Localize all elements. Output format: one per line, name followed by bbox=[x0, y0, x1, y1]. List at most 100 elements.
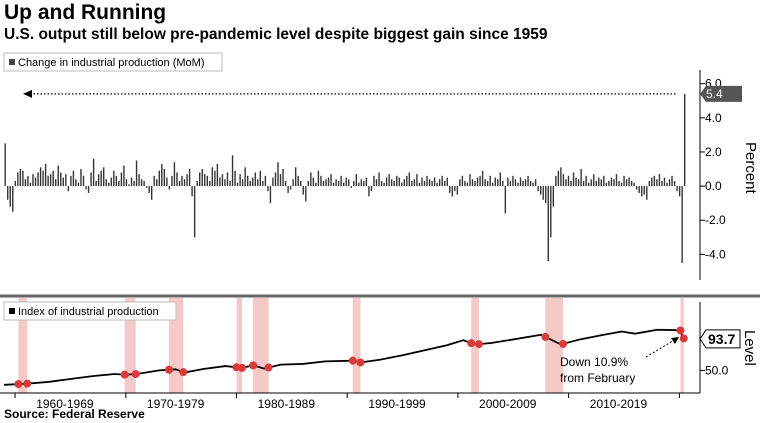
mom-bar bbox=[272, 177, 274, 187]
mom-bar bbox=[661, 180, 663, 187]
recession-marker bbox=[541, 332, 550, 341]
mom-bar bbox=[497, 179, 499, 187]
mom-bar bbox=[481, 170, 484, 187]
mom-bar bbox=[158, 170, 160, 187]
mom-bar bbox=[163, 169, 166, 187]
recession-marker bbox=[14, 380, 23, 389]
latest-value-callout: 5.4 bbox=[700, 85, 742, 102]
mom-bar bbox=[105, 179, 107, 187]
mom-bar bbox=[52, 170, 54, 187]
mom-bar bbox=[671, 175, 673, 187]
mom-bar bbox=[517, 182, 519, 187]
mom-bar bbox=[385, 177, 388, 187]
mom-bar bbox=[370, 186, 373, 192]
mom-bar bbox=[678, 186, 681, 197]
mom-bar bbox=[492, 182, 494, 187]
recession-marker bbox=[474, 340, 483, 349]
mom-bar bbox=[65, 174, 67, 187]
mom-bar bbox=[32, 174, 34, 187]
mom-bar bbox=[259, 170, 262, 187]
mom-bar bbox=[383, 182, 385, 187]
mom-bar bbox=[85, 186, 87, 190]
bottom-y-axis-label: Level bbox=[741, 330, 758, 366]
mom-bar bbox=[368, 186, 370, 197]
mom-bar bbox=[345, 177, 347, 187]
mom-bar bbox=[431, 180, 433, 187]
mom-bar bbox=[340, 175, 342, 187]
mom-bar bbox=[529, 180, 532, 187]
mom-bar bbox=[572, 172, 575, 187]
mom-bar bbox=[60, 172, 62, 187]
mom-bar bbox=[446, 177, 448, 187]
mom-bar bbox=[426, 175, 428, 187]
mom-bar bbox=[289, 186, 292, 190]
mom-bar bbox=[651, 177, 653, 187]
mom-bar bbox=[411, 180, 413, 187]
mom-bar bbox=[267, 186, 269, 192]
mom-bar bbox=[469, 174, 471, 187]
source-note: Source: Federal Reserve bbox=[4, 407, 145, 421]
mom-bar bbox=[454, 186, 456, 192]
mom-bar bbox=[618, 180, 620, 187]
drop-annotation-arrowhead bbox=[671, 337, 679, 344]
mom-bar bbox=[244, 167, 246, 187]
mom-bar bbox=[4, 143, 6, 187]
mom-bar bbox=[449, 186, 451, 193]
mom-bar bbox=[216, 163, 219, 187]
mom-bar bbox=[451, 186, 453, 197]
mom-bar bbox=[666, 182, 668, 187]
bottom-y-ticks: 50.0 bbox=[700, 363, 729, 377]
mom-bar bbox=[547, 186, 549, 262]
mom-bar bbox=[358, 182, 360, 187]
mom-bar bbox=[380, 180, 383, 187]
mom-bar bbox=[532, 182, 534, 187]
mom-bar bbox=[562, 174, 565, 187]
bottom-legend-swatch bbox=[9, 308, 15, 314]
mom-bar bbox=[623, 175, 625, 187]
mom-bar bbox=[196, 180, 198, 187]
mom-bar bbox=[555, 175, 557, 187]
mom-bar bbox=[438, 179, 441, 187]
mom-bar bbox=[464, 180, 466, 187]
mom-bar bbox=[479, 175, 481, 187]
mom-bar bbox=[204, 174, 206, 187]
mom-bar bbox=[474, 180, 476, 187]
mom-bar bbox=[300, 180, 302, 187]
mom-bar bbox=[173, 162, 176, 187]
recession-band bbox=[471, 298, 479, 393]
mom-bar bbox=[199, 172, 201, 187]
mom-bar bbox=[433, 177, 436, 187]
mom-bar bbox=[332, 182, 335, 187]
mom-bar bbox=[630, 180, 633, 187]
mom-bars bbox=[4, 93, 686, 263]
recession-marker bbox=[264, 363, 273, 372]
mom-bar bbox=[504, 186, 507, 214]
mom-bar bbox=[648, 180, 651, 187]
recession-marker bbox=[679, 334, 688, 343]
recession-marker bbox=[131, 370, 140, 379]
mom-bar bbox=[292, 179, 294, 187]
mom-bar bbox=[188, 169, 191, 187]
mom-bar bbox=[514, 179, 517, 187]
mom-bar bbox=[22, 170, 24, 187]
mom-bar bbox=[676, 186, 678, 192]
mom-bar bbox=[178, 180, 181, 187]
mom-bar bbox=[77, 182, 80, 187]
top-y-tick-label: -2.0 bbox=[705, 213, 726, 227]
mom-bar bbox=[557, 170, 560, 187]
mom-bar bbox=[130, 177, 133, 187]
mom-bar bbox=[327, 177, 330, 187]
mom-bar bbox=[241, 179, 244, 187]
top-legend-box bbox=[3, 52, 223, 72]
top-y-axis-label: Percent bbox=[742, 142, 759, 195]
mom-bar bbox=[406, 175, 408, 187]
mom-bar bbox=[603, 175, 605, 187]
mom-bar bbox=[342, 182, 345, 187]
mom-bar bbox=[625, 179, 628, 187]
recession-marker bbox=[559, 339, 568, 348]
mom-bar bbox=[310, 172, 312, 187]
mom-bar bbox=[628, 177, 630, 187]
mom-bar bbox=[466, 182, 469, 187]
index-value-callout: 93.7 bbox=[699, 329, 741, 349]
mom-bar bbox=[633, 182, 635, 187]
